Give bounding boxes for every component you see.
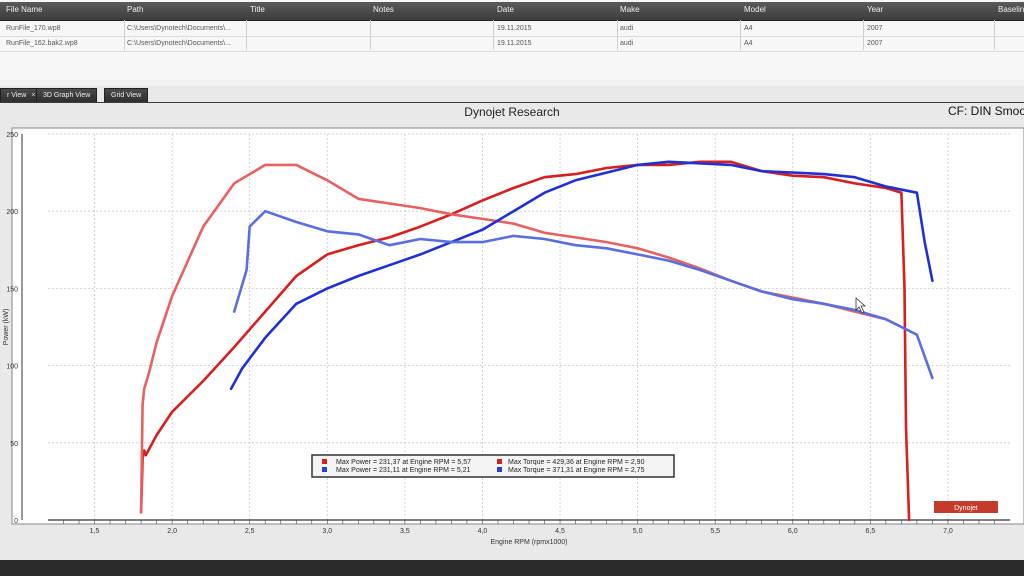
cell-model: A4 <box>744 40 753 47</box>
cell-path: C:\Users\Dynotech\Documents\... <box>127 25 231 32</box>
column-divider <box>994 20 995 50</box>
file-table: File Name Path Title Notes Date Make Mod… <box>0 0 1024 80</box>
dynojet-logo: Dynojet <box>934 501 998 513</box>
table-row[interactable]: RunFile_170.wp8 C:\Users\Dynotech\Docume… <box>0 22 1024 37</box>
column-header-baseline[interactable]: Baseline <box>998 5 1024 14</box>
y-tick-label: 150 <box>6 286 18 293</box>
tab-label: r View <box>7 92 27 99</box>
series-line-3 <box>232 209 934 380</box>
y-tick-label: 100 <box>6 364 18 371</box>
y-tick-label: 0 <box>14 518 18 525</box>
correction-factor-label: CF: DIN Smoo <box>948 104 1024 118</box>
column-divider <box>863 20 864 50</box>
column-header-date[interactable]: Date <box>497 5 514 14</box>
x-tick-label: 6,5 <box>865 528 875 535</box>
legend-entry: Max Torque = 371,31 at Engine RPM = 2,75 <box>508 467 645 474</box>
column-divider <box>740 20 741 50</box>
cell-make: audi <box>620 40 634 47</box>
x-tick-label: 4,0 <box>478 528 488 535</box>
x-tick-label: 1,5 <box>90 528 100 535</box>
column-divider <box>370 20 371 50</box>
x-tick-label: 2,0 <box>167 528 177 535</box>
legend-swatch <box>322 459 327 464</box>
legend-swatch <box>497 467 502 472</box>
x-tick-label: 3,0 <box>322 528 332 535</box>
cell-path: C:\Users\Dynotech\Documents\... <box>127 40 231 47</box>
column-header-make[interactable]: Make <box>620 5 640 14</box>
x-tick-label: 5,0 <box>633 528 643 535</box>
series-line-0 <box>139 160 911 522</box>
legend-entry: Max Torque = 429,36 at Engine RPM = 2,90 <box>508 459 645 466</box>
axis-layer: 1,5 2,0 2,5 3,0 3,5 4,0 4,5 5,0 5,5 6,0 6,5 7,0 0 50 1… <box>3 132 1010 546</box>
close-icon[interactable]: × <box>31 92 36 99</box>
mouse-cursor-icon <box>855 297 867 314</box>
y-tick-label: 50 <box>10 441 18 448</box>
y-tick-label: 250 <box>6 132 18 139</box>
table-row[interactable]: RunFile_162.bak2.wp8 C:\Users\Dynotech\D… <box>0 37 1024 52</box>
tab-label: Grid View <box>111 92 142 99</box>
cell-year: 2007 <box>867 25 883 32</box>
tab-label: 3D Graph View <box>43 92 91 99</box>
series-layer <box>139 160 934 522</box>
column-header-year[interactable]: Year <box>867 5 884 14</box>
x-tick-label: 3,5 <box>400 528 410 535</box>
column-divider <box>493 20 494 50</box>
column-header-title[interactable]: Title <box>250 5 265 14</box>
view-tab-bar: r View × 3D Graph View Grid View <box>0 86 1024 103</box>
legend-entry: Max Power = 231,37 at Engine RPM = 5,57 <box>336 459 471 466</box>
cell-file-name: RunFile_170.wp8 <box>6 25 61 32</box>
column-header-path[interactable]: Path <box>127 5 144 14</box>
legend-swatch <box>322 467 327 472</box>
x-tick-label: 5,5 <box>710 528 720 535</box>
cell-date: 19.11.2015 <box>497 25 532 32</box>
legend-swatch <box>497 459 502 464</box>
chart-title: Dynojet Research <box>464 105 560 119</box>
x-tick-label: 6,0 <box>788 528 798 535</box>
series-line-2 <box>229 160 934 391</box>
cell-year: 2007 <box>867 40 883 47</box>
tab-grid-view[interactable]: Grid View <box>104 88 149 102</box>
table-header: File Name Path Title Notes Date Make Mod… <box>0 2 1024 21</box>
y-axis-label: Power (kW) <box>3 309 10 346</box>
x-tick-label: 2,5 <box>245 528 255 535</box>
cell-date: 19.11.2015 <box>497 40 532 47</box>
legend-box: Max Power = 231,37 at Engine RPM = 5,57 … <box>311 454 675 478</box>
x-tick-label: 4,5 <box>555 528 565 535</box>
tab-graph-view[interactable]: r View × <box>0 88 43 102</box>
legend-entry: Max Power = 231,11 at Engine RPM = 5,21 <box>336 467 471 474</box>
cell-file-name: RunFile_162.bak2.wp8 <box>6 40 78 47</box>
monitor-bezel <box>0 560 1024 576</box>
y-tick-label: 200 <box>6 209 18 216</box>
x-tick-label: 7,0 <box>943 528 953 535</box>
cell-model: A4 <box>744 25 753 32</box>
legend-frame <box>311 454 675 478</box>
column-header-model[interactable]: Model <box>744 5 766 14</box>
cell-make: audi <box>620 25 634 32</box>
column-divider <box>617 20 618 50</box>
column-divider <box>124 20 125 50</box>
logo-badge <box>934 501 998 513</box>
tab-3d-graph-view[interactable]: 3D Graph View <box>36 88 98 102</box>
column-header-file-name[interactable]: File Name <box>6 5 43 14</box>
logo-text: Dynojet <box>954 505 978 512</box>
column-divider <box>246 20 247 50</box>
x-axis-label: Engine RPM (rpmx1000) <box>490 539 567 546</box>
column-header-notes[interactable]: Notes <box>373 5 394 14</box>
